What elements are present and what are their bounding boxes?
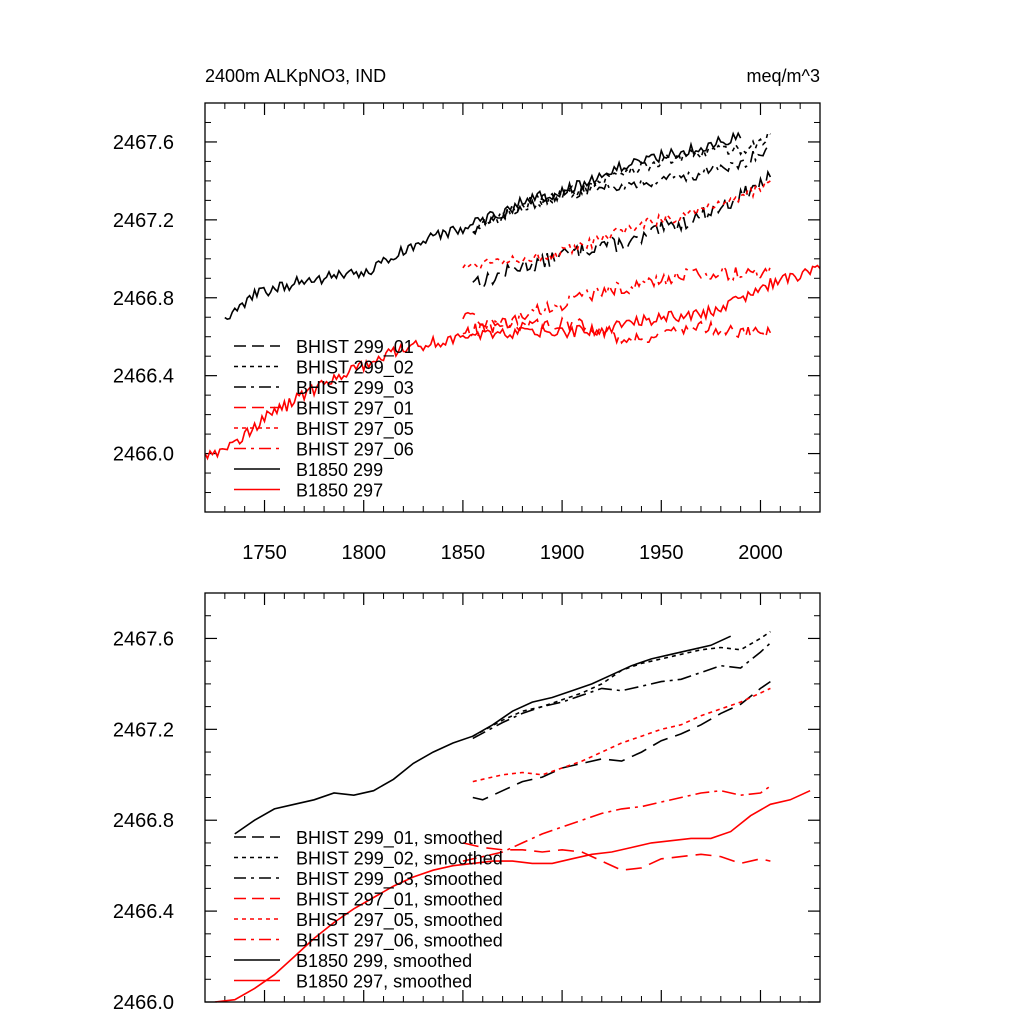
bottom-panel: 2466.0 2466.4 2466.8 2467.2 2467.6 BHIST 299_… bbox=[113, 592, 821, 1014]
series-line-bhist-297-01-smoothed bbox=[462, 842, 771, 872]
plot-frame bbox=[204, 592, 821, 1003]
y-tick-label: 2466.0 bbox=[113, 992, 174, 1014]
legend-label: B1850 299, smoothed bbox=[296, 951, 472, 971]
legend-label: BHIST 297_06 bbox=[296, 440, 414, 461]
minor-ticks bbox=[204, 102, 821, 513]
x-tick-label: 1950 bbox=[639, 542, 684, 564]
top-panel: 2400m ALKpNO3, IND meq/m^3 1750 1800 1850 190… bbox=[113, 66, 821, 564]
legend-label: BHIST 299_02 bbox=[296, 358, 414, 379]
y-tick-label: 2467.2 bbox=[113, 719, 174, 741]
legend-label: BHIST 297_05, smoothed bbox=[296, 910, 503, 931]
legend-label: BHIST 299_02, smoothed bbox=[296, 849, 503, 870]
legend-label: BHIST 297_06, smoothed bbox=[296, 931, 503, 952]
series-line-bhist-299-03-smoothed bbox=[472, 642, 771, 740]
y-tick-label: 2466.0 bbox=[113, 444, 174, 466]
x-tick-label: 1800 bbox=[341, 542, 386, 564]
legend-label: BHIST 299_01, smoothed bbox=[296, 828, 503, 849]
x-tick-label: 1750 bbox=[242, 542, 287, 564]
legend-label: BHIST 299_01 bbox=[296, 337, 414, 358]
series-line-bhist-299-03 bbox=[472, 145, 771, 236]
x-tick-label: 2000 bbox=[738, 542, 783, 564]
series-line-bhist-297-01 bbox=[462, 311, 772, 346]
y-tick-label: 2467.2 bbox=[113, 210, 174, 232]
legend-label: B1850 297 bbox=[296, 481, 383, 501]
series-line-bhist-297-06 bbox=[462, 264, 772, 339]
series-line-b1850-299-smoothed bbox=[234, 635, 732, 835]
series-line-b1850-297 bbox=[205, 264, 820, 461]
legend-label: B1850 299 bbox=[296, 460, 383, 480]
legend-label: BHIST 297_01, smoothed bbox=[296, 890, 503, 911]
series-line-bhist-297-06-smoothed bbox=[462, 785, 771, 862]
y-tick-label: 2466.8 bbox=[113, 288, 174, 310]
y-tick-label: 2466.4 bbox=[113, 901, 174, 923]
legend-label: BHIST 297_05 bbox=[296, 419, 414, 440]
legend-label: BHIST 297_01 bbox=[296, 399, 414, 420]
y-tick-label: 2467.6 bbox=[113, 628, 174, 650]
series-line-bhist-299-01 bbox=[472, 169, 772, 291]
minor-ticks bbox=[204, 592, 821, 1002]
legend-label: BHIST 299_03, smoothed bbox=[296, 869, 503, 890]
series-line-b1850-299 bbox=[224, 131, 742, 321]
series-line-bhist-299-02 bbox=[472, 131, 771, 233]
series-line-bhist-299-02-smoothed bbox=[472, 630, 771, 737]
series-line-bhist-299-01-smoothed bbox=[472, 680, 771, 801]
series-line-bhist-297-05 bbox=[462, 180, 771, 270]
legend-label: BHIST 299_03 bbox=[296, 378, 414, 399]
series-line-bhist-297-05-smoothed bbox=[472, 687, 771, 783]
y-tick-label: 2466.8 bbox=[113, 810, 174, 832]
chart-title: 2400m ALKpNO3, IND bbox=[205, 66, 386, 86]
units-label: meq/m^3 bbox=[747, 66, 820, 86]
legend-label: B1850 297, smoothed bbox=[296, 972, 472, 992]
x-tick-label: 1900 bbox=[540, 542, 585, 564]
y-tick-label: 2467.6 bbox=[113, 132, 174, 154]
plot-frame bbox=[204, 102, 821, 513]
series-line-b1850-297-smoothed bbox=[214, 789, 811, 1002]
x-tick-label: 1850 bbox=[441, 542, 486, 564]
y-tick-label: 2466.4 bbox=[113, 366, 174, 388]
